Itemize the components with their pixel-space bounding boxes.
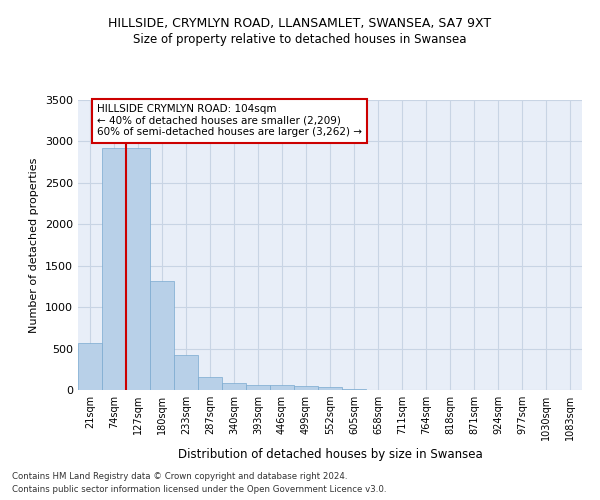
Y-axis label: Number of detached properties: Number of detached properties [29, 158, 40, 332]
Bar [126, 148, 150, 390]
Text: HILLSIDE, CRYMLYN ROAD, LLANSAMLET, SWANSEA, SA7 9XT: HILLSIDE, CRYMLYN ROAD, LLANSAMLET, SWAN… [109, 18, 491, 30]
X-axis label: Distribution of detached houses by size in Swansea: Distribution of detached houses by size … [178, 448, 482, 462]
Bar [150, 282, 174, 390]
Bar [174, 355, 198, 390]
Bar [318, 386, 342, 390]
Bar [102, 148, 126, 390]
Text: Contains public sector information licensed under the Open Government Licence v3: Contains public sector information licen… [12, 485, 386, 494]
Bar [294, 386, 318, 390]
Bar [342, 389, 366, 390]
Bar [270, 386, 294, 390]
Bar [198, 377, 222, 390]
Bar [78, 343, 102, 390]
Text: Size of property relative to detached houses in Swansea: Size of property relative to detached ho… [133, 32, 467, 46]
Text: Contains HM Land Registry data © Crown copyright and database right 2024.: Contains HM Land Registry data © Crown c… [12, 472, 347, 481]
Bar [222, 382, 246, 390]
Text: HILLSIDE CRYMLYN ROAD: 104sqm
← 40% of detached houses are smaller (2,209)
60% o: HILLSIDE CRYMLYN ROAD: 104sqm ← 40% of d… [97, 104, 362, 138]
Bar [246, 385, 270, 390]
